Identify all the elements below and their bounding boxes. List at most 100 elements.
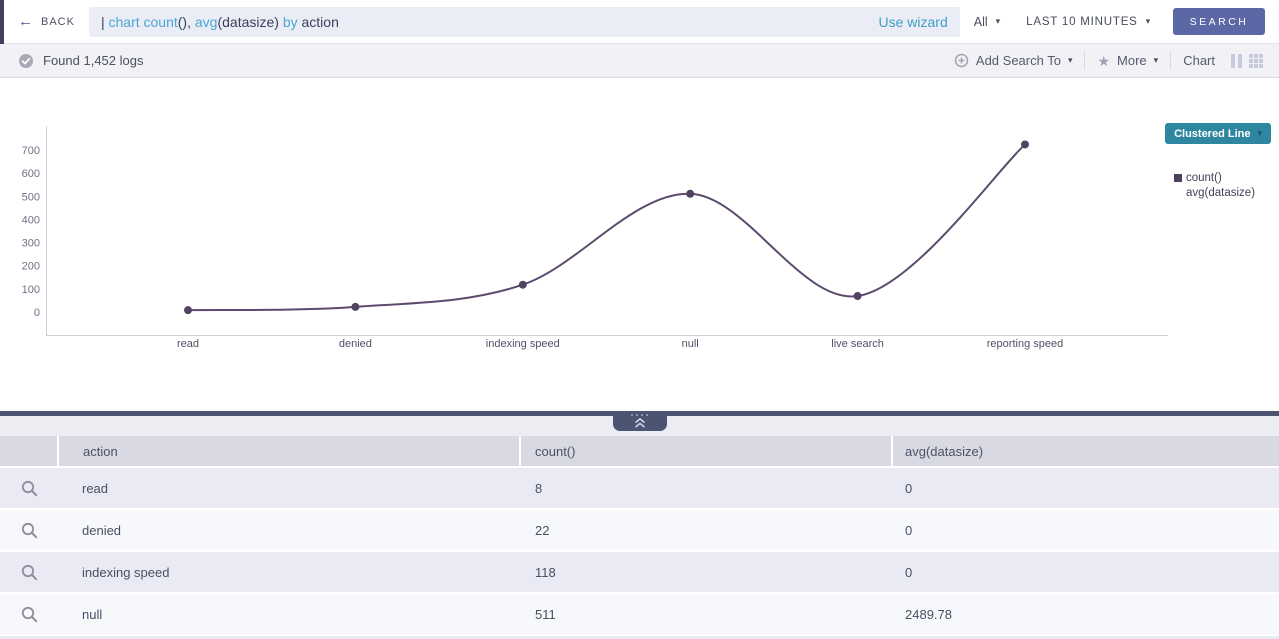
inspect-cell	[0, 510, 59, 550]
time-range-dropdown[interactable]: LAST 10 MINUTES ▾	[1026, 16, 1151, 28]
svg-text:reporting speed: reporting speed	[987, 338, 1063, 350]
check-circle-icon	[19, 53, 33, 68]
inspect-cell	[0, 636, 59, 639]
table-header-row: action count() avg(datasize)	[0, 436, 1279, 466]
cell-action: read	[59, 468, 521, 508]
chevron-down-icon: ▾	[1145, 16, 1151, 26]
query-token: (datasize)	[217, 13, 283, 30]
plus-circle-icon	[954, 53, 969, 68]
table-row: read 8 0	[0, 468, 1279, 508]
scope-label: All	[973, 14, 988, 29]
cell-avg: 0	[893, 468, 1279, 508]
svg-text:300: 300	[22, 238, 40, 250]
query-token: chart count	[108, 13, 178, 30]
svg-text:0: 0	[34, 307, 40, 319]
cell-action: live search	[59, 636, 521, 639]
chart-label: Chart	[1183, 53, 1215, 68]
column-chart-icon[interactable]	[1230, 53, 1243, 69]
table-header-count[interactable]: count()	[521, 436, 891, 466]
scope-dropdown[interactable]: All ▾	[974, 15, 1000, 29]
left-edge-strip	[0, 0, 4, 44]
query-token: by	[282, 13, 302, 30]
inspect-cell	[0, 468, 59, 508]
cell-avg: 0	[893, 636, 1279, 639]
query-token: action	[301, 13, 339, 30]
table-row: denied 22 0	[0, 510, 1279, 550]
legend-marker	[1174, 174, 1182, 182]
legend-labels: count() avg(datasize)	[1186, 171, 1255, 201]
query-token: avg	[194, 13, 218, 30]
toolbar-separator	[1084, 51, 1086, 70]
table-row: indexing speed 118 0	[0, 552, 1279, 592]
results-table: action count() avg(datasize) read 8 0 denie…	[0, 436, 1279, 639]
svg-text:200: 200	[22, 261, 40, 273]
chart-type-dropdown[interactable]: Clustered Line ▾	[1165, 123, 1271, 144]
chart-panel: Clustered Line ▾ count() avg(datasize) 0…	[0, 118, 1279, 411]
chevron-down-icon: ▾	[1067, 55, 1073, 65]
time-range-label: LAST 10 MINUTES	[1026, 15, 1138, 28]
svg-text:read: read	[177, 338, 199, 350]
svg-text:700: 700	[22, 145, 40, 157]
cell-count: 22	[521, 510, 893, 550]
cell-action: indexing speed	[59, 552, 521, 592]
table-header-avg[interactable]: avg(datasize)	[893, 436, 1279, 466]
svg-text:400: 400	[22, 214, 40, 226]
svg-text:live search: live search	[831, 338, 884, 350]
back-button[interactable]: ← BACK	[4, 13, 89, 30]
magnifier-icon[interactable]	[20, 563, 39, 582]
cell-count: 69	[521, 636, 893, 639]
table-row: live search690	[0, 636, 1279, 639]
collapse-chart-tab[interactable]	[612, 411, 667, 431]
table-row: null 511 2489.78	[0, 594, 1279, 634]
more-dropdown[interactable]: ★ More ▾	[1097, 53, 1158, 68]
add-search-to-label: Add Search To	[975, 53, 1061, 68]
star-icon: ★	[1097, 52, 1111, 69]
grid-icon[interactable]	[1249, 53, 1263, 69]
magnifier-icon[interactable]	[20, 605, 39, 624]
table-header-empty	[0, 436, 57, 466]
chevron-down-icon: ▾	[1153, 55, 1159, 65]
cell-avg: 0	[893, 552, 1279, 592]
search-query-text: | chart count(), avg(datasize) by action	[101, 14, 339, 30]
cell-count: 118	[521, 552, 893, 592]
double-chevron-up-icon	[634, 418, 645, 428]
magnifier-icon[interactable]	[20, 479, 39, 498]
cell-count: 511	[521, 594, 893, 634]
table-body: read 8 0 denied 22 0 indexing speed 118 0 null 511…	[0, 468, 1279, 639]
found-logs-label: Found 1,452 logs	[43, 53, 144, 68]
cell-action: null	[59, 594, 521, 634]
svg-text:indexing speed: indexing speed	[486, 338, 560, 350]
back-label: BACK	[41, 15, 75, 28]
cell-avg: 0	[893, 510, 1279, 550]
results-toolbar: Found 1,452 logs Add Search To ▾ ★ More …	[0, 44, 1279, 78]
cell-avg: 2489.78	[893, 594, 1279, 634]
magnifier-icon[interactable]	[20, 521, 39, 540]
legend-entry: avg(datasize)	[1186, 187, 1256, 199]
results-status: Found 1,452 logs	[18, 53, 143, 69]
more-label: More	[1117, 53, 1147, 68]
drag-dots-icon	[631, 414, 648, 416]
query-token: (),	[177, 13, 195, 30]
toolbar-separator	[1170, 51, 1172, 70]
svg-text:600: 600	[22, 168, 40, 180]
svg-text:500: 500	[22, 191, 40, 203]
top-bar: ← BACK | chart count(), avg(datasize) by…	[0, 0, 1279, 44]
chevron-down-icon: ▾	[1257, 128, 1262, 138]
search-query-input[interactable]: | chart count(), avg(datasize) by action…	[88, 6, 960, 37]
svg-text:denied: denied	[339, 338, 372, 350]
results-actions: Add Search To ▾ ★ More ▾ Chart	[954, 51, 1263, 70]
search-button[interactable]: SEARCH	[1173, 8, 1265, 35]
arrow-left-icon: ←	[18, 13, 34, 30]
chart-type-label: Clustered Line	[1174, 127, 1251, 140]
svg-text:100: 100	[22, 284, 40, 296]
add-search-to-dropdown[interactable]: Add Search To ▾	[954, 53, 1073, 68]
inspect-cell	[0, 552, 59, 592]
cell-action: denied	[59, 510, 521, 550]
svg-text:null: null	[682, 338, 699, 350]
view-toggle-icons	[1230, 53, 1263, 69]
use-wizard-link[interactable]: Use wizard	[878, 13, 948, 30]
panel-divider	[0, 411, 1279, 436]
chart-view-switch: Chart	[1183, 53, 1263, 69]
table-header-action[interactable]: action	[59, 436, 519, 466]
line-chart[interactable]: 0 100 200 300 400 500 600 700 read denied indexing…	[0, 118, 1180, 358]
